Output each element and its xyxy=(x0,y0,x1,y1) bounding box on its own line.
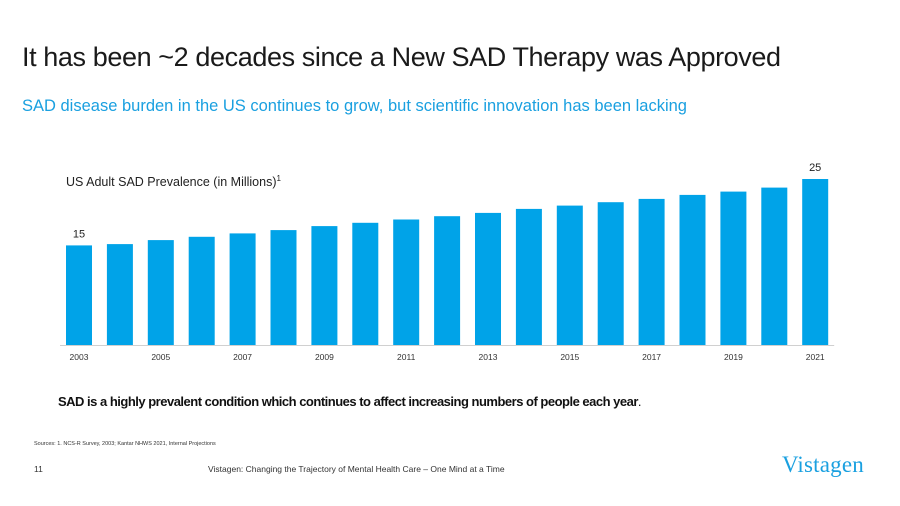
bar-2006 xyxy=(188,236,215,345)
callout-sentence: SAD is a highly prevalent condition whic… xyxy=(58,394,638,409)
bar-2021 xyxy=(802,179,829,345)
bar-2008 xyxy=(270,230,297,345)
chart-title-text: US Adult SAD Prevalence (in Millions) xyxy=(66,175,277,190)
bar-2020 xyxy=(761,187,788,345)
tick-label-2009: 2009 xyxy=(315,352,334,362)
data-label-2021: 25 xyxy=(809,162,821,174)
bar-2017 xyxy=(638,198,665,345)
callout-period: . xyxy=(637,394,642,409)
bar-2010 xyxy=(352,222,379,345)
callout-text: SAD is a highly prevalent condition whic… xyxy=(58,394,642,409)
bar-2007 xyxy=(229,233,256,345)
data-label-2003: 15 xyxy=(73,228,85,240)
chart-title: US Adult SAD Prevalence (in Millions)1 xyxy=(66,174,281,189)
slide-subtitle: SAD disease burden in the US continues t… xyxy=(22,97,687,115)
bar-2003 xyxy=(66,245,92,345)
tick-label-2019: 2019 xyxy=(724,352,743,362)
tick-label-2017: 2017 xyxy=(642,352,661,362)
bar-2012 xyxy=(434,216,461,345)
vistagen-logo: Vistagen xyxy=(782,452,864,477)
tick-label-2007: 2007 xyxy=(233,352,252,362)
bar-2013 xyxy=(475,212,501,345)
footer-tagline: Vistagen: Changing the Trajectory of Men… xyxy=(208,464,505,474)
bar-2011 xyxy=(393,219,420,345)
tick-label-2005: 2005 xyxy=(151,352,170,362)
page-number: 11 xyxy=(34,464,43,474)
tick-label-2003: 2003 xyxy=(70,352,89,362)
tick-label-2013: 2013 xyxy=(479,352,498,362)
bar-2016 xyxy=(597,202,624,345)
bar-2004 xyxy=(106,244,133,345)
chart-title-footnote: 1 xyxy=(276,174,281,183)
bar-2005 xyxy=(147,240,174,345)
bar-2009 xyxy=(311,226,338,345)
tick-label-2021: 2021 xyxy=(806,352,825,362)
bar-2019 xyxy=(720,191,747,345)
bar-2018 xyxy=(679,194,706,345)
bar-2015 xyxy=(556,205,583,345)
slide-title: It has been ~2 decades since a New SAD T… xyxy=(22,42,781,72)
tick-label-2011: 2011 xyxy=(397,352,416,362)
sources-note: Sources: 1. NCS-R Survey, 2003; Kantar N… xyxy=(34,441,216,447)
bar-2014 xyxy=(515,208,542,345)
tick-label-2015: 2015 xyxy=(560,352,579,362)
